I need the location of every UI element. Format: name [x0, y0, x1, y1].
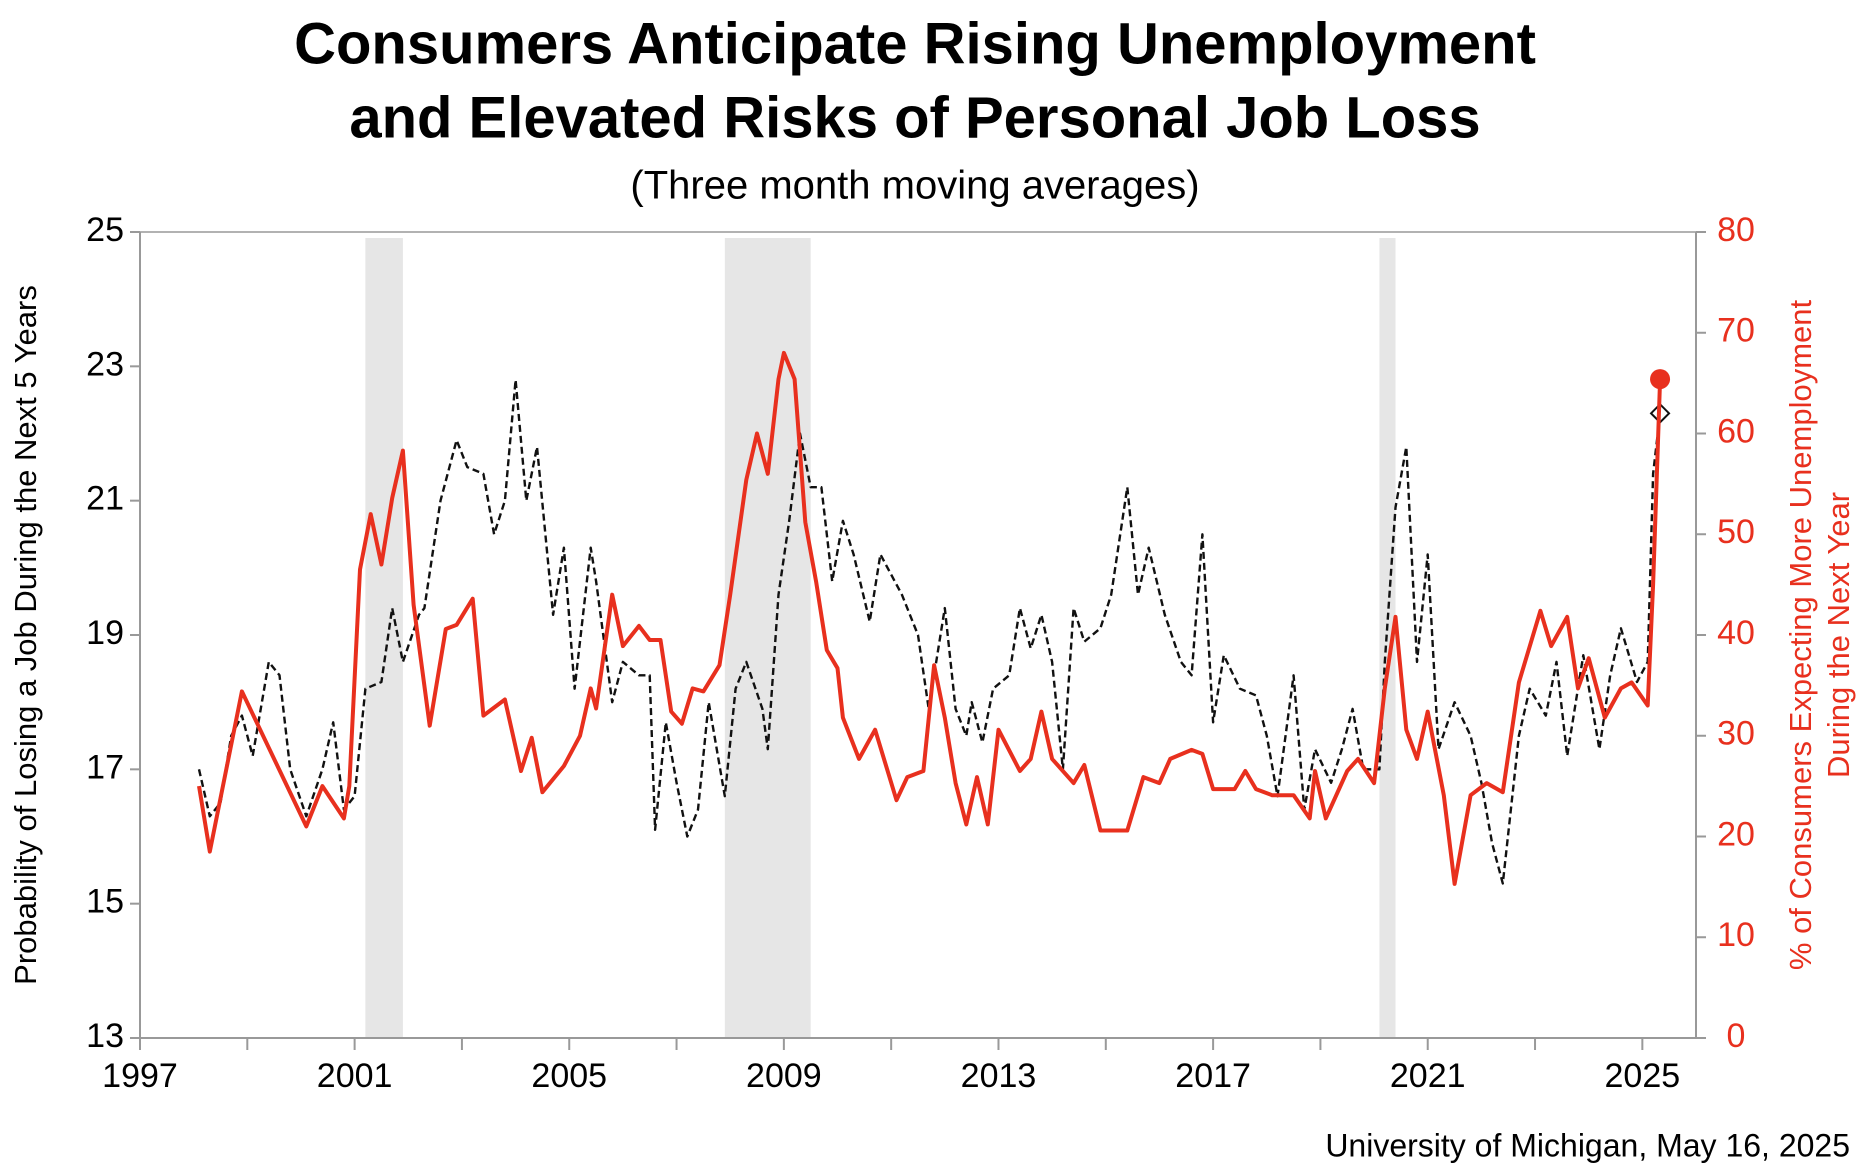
x-tick-label: 2025 [1605, 1057, 1681, 1095]
y2-tick-label: 10 [1717, 916, 1755, 954]
y-tick-label: 25 [86, 211, 124, 249]
x-tick-label: 2021 [1390, 1057, 1466, 1095]
last-point-marker [1650, 369, 1671, 390]
y-tick-label: 15 [86, 883, 124, 921]
y2-tick-label: 40 [1717, 614, 1755, 652]
x-tick-label: 2013 [961, 1057, 1037, 1095]
x-tick-label: 1997 [102, 1057, 178, 1095]
chart-subtitle: (Three month moving averages) [630, 164, 1199, 208]
y-axis-label: Probability of Losing a Job During the N… [8, 285, 43, 985]
y2-tick-label: 70 [1717, 312, 1755, 350]
y2-tick-label: 20 [1717, 815, 1755, 853]
y2-tick-label: 80 [1717, 211, 1755, 249]
y2-tick-label: 30 [1717, 715, 1755, 753]
series-line [197, 350, 1663, 886]
x-tick-label: 2017 [1175, 1057, 1251, 1095]
y-tick-label: 19 [86, 614, 124, 652]
series-line [197, 378, 1662, 885]
y2-tick-label: 50 [1717, 513, 1755, 551]
y2-tick-label: 60 [1717, 412, 1755, 450]
y-tick-label: 21 [86, 480, 124, 518]
y-tick-label: 13 [86, 1017, 124, 1055]
source-note: University of Michigan, May 16, 2025 [1325, 1127, 1850, 1163]
x-tick-label: 2005 [531, 1057, 607, 1095]
y-tick-label: 23 [86, 345, 124, 383]
chart-title: Consumers Anticipate Rising Unemployment [294, 11, 1536, 76]
recession-band [365, 238, 403, 1038]
y2-tick-label: 0 [1727, 1017, 1746, 1055]
x-tick-label: 2001 [317, 1057, 393, 1095]
chart-title: and Elevated Risks of Personal Job Loss [349, 85, 1480, 150]
y-tick-label: 17 [86, 748, 124, 786]
y2-axis-label: % of Consumers Expecting More Unemployme… [1783, 300, 1818, 971]
recession-band [724, 238, 811, 1038]
y2-axis-label: During the Next Year [1821, 492, 1856, 778]
x-tick-label: 2009 [746, 1057, 822, 1095]
